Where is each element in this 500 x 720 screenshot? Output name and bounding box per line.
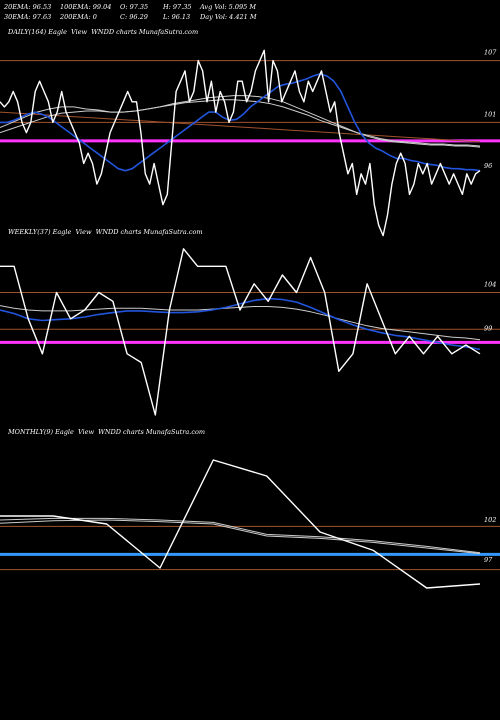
y-tick-label: 99 — [484, 324, 492, 332]
ema-fast-line — [0, 297, 481, 351]
header-30ema: 30EMA: 97.63 — [4, 13, 52, 21]
y-tick-label: 96 — [484, 162, 492, 170]
header-high: H: 97.35 — [163, 3, 192, 11]
header-200ema: 200EMA: 0 — [60, 13, 97, 21]
header-100ema: 100EMA: 99.04 — [60, 3, 112, 11]
ema-brown-line — [0, 111, 481, 143]
y-tick-label: 107 — [484, 49, 497, 57]
header-day-vol: Day Vol: 4.421 M — [200, 13, 257, 21]
y-tick-label: 102 — [484, 516, 496, 524]
y-tick-label: 104 — [484, 281, 496, 289]
header-20ema: 20EMA: 96.53 — [4, 3, 52, 11]
monthly-chart-title: MONTHLY(9) Eagle View WNDD charts Munafa… — [8, 428, 206, 436]
weekly-chart-title: WEEKLY(37) Eagle View WNDD charts Munafa… — [8, 228, 203, 236]
header-low: L: 96.13 — [163, 13, 191, 21]
ema-slow2-line — [0, 519, 481, 555]
ema-slow2-line — [0, 99, 481, 147]
ema-slow-line — [0, 305, 481, 341]
header-avg-vol: Avg Vol: 5.095 M — [200, 3, 257, 11]
price-line — [0, 49, 481, 237]
price-line — [0, 459, 481, 589]
ema-fast-line — [0, 73, 481, 172]
y-tick-label: 101 — [484, 110, 496, 118]
daily-chart-title: DAILY(164) Eagle View WNDD charts Munafa… — [8, 28, 199, 36]
y-tick-label: 97 — [484, 556, 493, 564]
ema-slow-line — [0, 517, 481, 554]
header-close: C: 96.29 — [120, 13, 148, 21]
ema-slow-line — [0, 95, 481, 148]
header-open: O: 97.35 — [120, 3, 149, 11]
price-line — [0, 248, 481, 416]
